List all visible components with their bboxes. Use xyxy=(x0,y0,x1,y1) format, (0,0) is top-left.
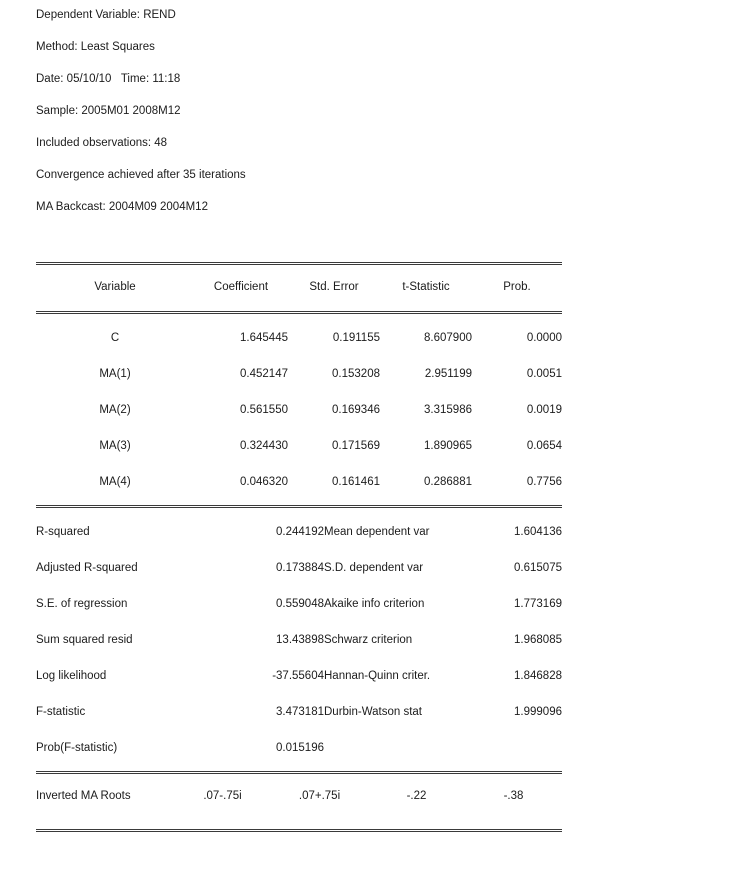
stat-value-left: 3.473181 xyxy=(276,706,324,718)
cell-std-error: 0.169346 xyxy=(332,404,380,416)
table-row: Inverted MA Roots .07-.75i .07+.75i -.22… xyxy=(36,779,562,813)
stat-label-right: Akaike info criterion xyxy=(324,598,425,610)
column-header-coefficient: Coefficient xyxy=(213,281,269,293)
table-row: Sum squared resid 13.43898 Schwarz crite… xyxy=(36,622,562,658)
root-value-4: -.38 xyxy=(503,790,524,802)
stat-label-left: S.E. of regression xyxy=(36,598,128,610)
table-row: Log likelihood -37.55604 Hannan-Quinn cr… xyxy=(36,658,562,694)
cell-coefficient: 0.046320 xyxy=(240,476,288,488)
cell-prob: 0.0000 xyxy=(526,332,562,344)
table-row: F-statistic 3.473181 Durbin-Watson stat … xyxy=(36,694,562,730)
header-sample: Sample: 2005M01 2008M12 xyxy=(36,105,181,117)
statistics-table: R-squared 0.244192 Mean dependent var 1.… xyxy=(36,514,562,766)
stat-value-right: 0.615075 xyxy=(514,562,562,574)
cell-t-statistic: 2.951199 xyxy=(424,368,472,380)
stat-label-right: S.D. dependent var xyxy=(324,562,424,574)
column-header-t-statistic: t-Statistic xyxy=(402,281,450,293)
cell-coefficient: 1.645445 xyxy=(240,332,288,344)
column-header-std-error: Std. Error xyxy=(309,281,359,293)
header-method: Method: Least Squares xyxy=(36,41,155,53)
stat-label-left: R-squared xyxy=(36,526,90,538)
table-row: C 1.645445 0.191155 8.607900 0.0000 xyxy=(36,320,562,356)
stat-value-right: 1.604136 xyxy=(514,526,562,538)
stat-label-right: Schwarz criterion xyxy=(324,634,413,646)
stat-value-left: 0.015196 xyxy=(276,742,324,754)
stat-value-left: 0.173884 xyxy=(276,562,324,574)
cell-prob: 0.0051 xyxy=(526,368,562,380)
header-included-observations: Included observations: 48 xyxy=(36,137,168,149)
cell-variable: MA(1) xyxy=(99,368,131,380)
stat-value-right xyxy=(474,730,562,766)
rule-above-statistics xyxy=(36,505,562,508)
stat-label-left: Adjusted R-squared xyxy=(36,562,138,574)
stat-value-left: 0.244192 xyxy=(276,526,324,538)
header-date-time: Date: 05/10/10 Time: 11:18 xyxy=(36,73,181,85)
rule-top xyxy=(36,262,562,265)
cell-std-error: 0.153208 xyxy=(332,368,380,380)
cell-coefficient: 0.324430 xyxy=(240,440,288,452)
stat-value-right: 1.968085 xyxy=(514,634,562,646)
cell-t-statistic: 3.315986 xyxy=(424,404,472,416)
cell-variable: MA(4) xyxy=(99,476,131,488)
coefficient-table-header: Variable Coefficient Std. Error t-Statis… xyxy=(36,270,562,304)
header-convergence: Convergence achieved after 35 iterations xyxy=(36,169,246,181)
cell-std-error: 0.161461 xyxy=(332,476,380,488)
stat-label-left: Prob(F-statistic) xyxy=(36,742,118,754)
inverted-ma-roots-table: Inverted MA Roots .07-.75i .07+.75i -.22… xyxy=(36,779,562,813)
cell-prob: 0.0019 xyxy=(526,404,562,416)
rule-above-roots xyxy=(36,771,562,774)
cell-variable: MA(3) xyxy=(99,440,131,452)
stat-label-left: Sum squared resid xyxy=(36,634,133,646)
table-header-row: Variable Coefficient Std. Error t-Statis… xyxy=(36,270,562,304)
root-value-1: .07-.75i xyxy=(203,790,242,802)
stat-value-left: -37.55604 xyxy=(272,670,324,682)
column-header-variable: Variable xyxy=(94,281,136,293)
table-row: S.E. of regression 0.559048 Akaike info … xyxy=(36,586,562,622)
stat-label-right xyxy=(324,730,474,766)
cell-std-error: 0.191155 xyxy=(332,332,380,344)
stat-value-left: 0.559048 xyxy=(276,598,324,610)
table-row: Prob(F-statistic) 0.015196 xyxy=(36,730,562,766)
stat-label-right: Durbin-Watson stat xyxy=(324,706,422,718)
root-value-2: .07+.75i xyxy=(298,790,341,802)
cell-t-statistic: 1.890965 xyxy=(424,440,472,452)
table-row: MA(3) 0.324430 0.171569 1.890965 0.0654 xyxy=(36,428,562,464)
cell-variable: C xyxy=(110,332,120,344)
header-ma-backcast: MA Backcast: 2004M09 2004M12 xyxy=(36,201,208,213)
stat-value-right: 1.846828 xyxy=(514,670,562,682)
stat-label-right: Mean dependent var xyxy=(324,526,430,538)
column-header-prob: Prob. xyxy=(503,281,531,293)
stat-value-right: 1.773169 xyxy=(514,598,562,610)
stat-value-left: 13.43898 xyxy=(276,634,324,646)
table-row: MA(4) 0.046320 0.161461 0.286881 0.7756 xyxy=(36,464,562,500)
stat-label-left: F-statistic xyxy=(36,706,86,718)
roots-label: Inverted MA Roots xyxy=(36,790,131,802)
rule-below-column-headers xyxy=(36,311,562,314)
cell-variable: MA(2) xyxy=(99,404,131,416)
cell-coefficient: 0.561550 xyxy=(240,404,288,416)
table-row: Adjusted R-squared 0.173884 S.D. depende… xyxy=(36,550,562,586)
cell-coefficient: 0.452147 xyxy=(240,368,288,380)
cell-prob: 0.0654 xyxy=(526,440,562,452)
cell-t-statistic: 8.607900 xyxy=(424,332,472,344)
regression-header-block: Dependent Variable: REND Method: Least S… xyxy=(36,8,636,232)
root-value-3: -.22 xyxy=(406,790,427,802)
stat-label-right: Hannan-Quinn criter. xyxy=(324,670,431,682)
table-row: MA(1) 0.452147 0.153208 2.951199 0.0051 xyxy=(36,356,562,392)
table-row: MA(2) 0.561550 0.169346 3.315986 0.0019 xyxy=(36,392,562,428)
cell-t-statistic: 0.286881 xyxy=(424,476,472,488)
table-row: R-squared 0.244192 Mean dependent var 1.… xyxy=(36,514,562,550)
cell-std-error: 0.171569 xyxy=(332,440,380,452)
coefficient-table-body: C 1.645445 0.191155 8.607900 0.0000 MA(1… xyxy=(36,320,562,500)
header-dependent-variable: Dependent Variable: REND xyxy=(36,9,176,21)
cell-prob: 0.7756 xyxy=(526,476,562,488)
stat-label-left: Log likelihood xyxy=(36,670,107,682)
stat-value-right: 1.999096 xyxy=(514,706,562,718)
rule-bottom xyxy=(36,829,562,832)
